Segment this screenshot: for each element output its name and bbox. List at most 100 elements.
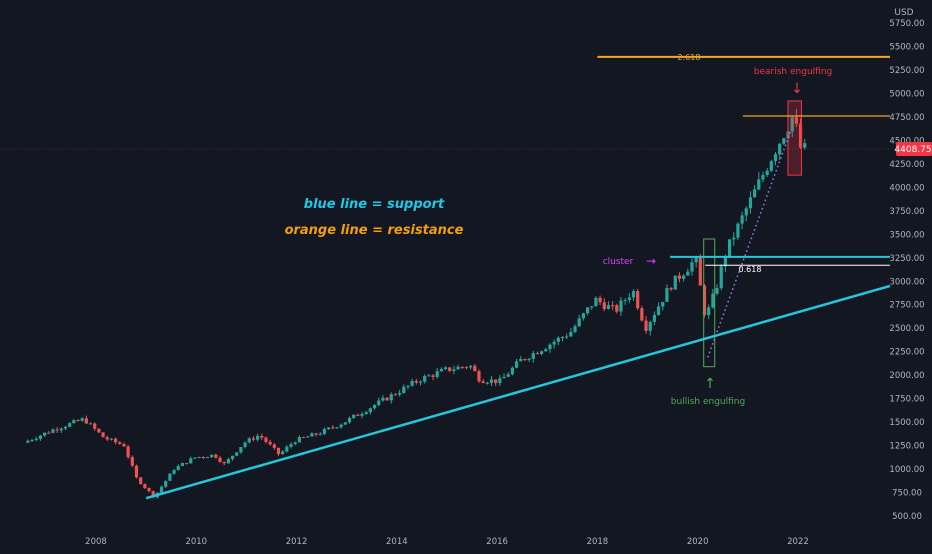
- bullish-engulfing-label: bullish engulfing: [671, 397, 745, 407]
- candle-body: [494, 379, 498, 384]
- candle-body: [702, 285, 707, 316]
- candle-body: [410, 380, 414, 386]
- cluster-arrow-icon: →: [646, 254, 656, 268]
- candle-body: [105, 437, 109, 440]
- candle-body: [143, 484, 147, 488]
- candle-body: [765, 170, 769, 176]
- bearish-engulfing-box[interactable]: [787, 100, 802, 176]
- candle-body: [214, 454, 218, 458]
- candle-body: [88, 423, 93, 425]
- candle-body: [611, 305, 615, 307]
- candle-body: [707, 307, 711, 316]
- candle-body: [473, 365, 477, 372]
- candle-body: [418, 381, 423, 383]
- fib-2618-label: 2.618: [678, 53, 701, 62]
- bearish-arrow-icon: ↓: [791, 81, 803, 97]
- support-trendline[interactable]: [145, 284, 891, 500]
- candle-body: [134, 465, 139, 478]
- candle-body: [719, 266, 723, 289]
- candle-body: [63, 426, 68, 429]
- x-axis: 2008 2010 2012 2014 2016 2018 2020 2022: [85, 537, 809, 547]
- candle-body: [193, 457, 197, 459]
- candle-body: [744, 208, 748, 216]
- candle-body: [251, 438, 256, 440]
- candle-body: [556, 337, 560, 342]
- candle-body: [477, 371, 481, 382]
- candle-body: [297, 437, 301, 443]
- candle-body: [686, 271, 690, 276]
- candle-body: [377, 400, 381, 406]
- candle-body: [544, 349, 548, 352]
- y-tick-label: 500.00: [892, 512, 922, 522]
- bullish-engulfing-box[interactable]: [703, 238, 716, 368]
- candle-body: [172, 470, 176, 474]
- candle-body: [327, 427, 331, 430]
- candle-body: [439, 369, 443, 372]
- candle-body: [301, 437, 306, 439]
- candle-body: [489, 379, 494, 383]
- y-tick-label: 5000.00: [889, 89, 924, 99]
- candle-body: [469, 365, 473, 368]
- candle-body: [164, 480, 168, 487]
- candle-body: [247, 438, 251, 443]
- candle-body: [682, 275, 686, 279]
- y-tick-label: 1000.00: [889, 465, 924, 475]
- cluster-label: cluster: [603, 257, 634, 267]
- candle-body: [652, 314, 656, 322]
- y-axis: USD 500.00 750.00 1000.00 1250.00 1500.00 175…: [889, 8, 924, 522]
- candle-body: [540, 351, 544, 354]
- y-tick-label: 4250.00: [889, 160, 924, 170]
- candle-body: [602, 302, 606, 309]
- candle-body: [498, 378, 502, 384]
- candle-body: [139, 477, 143, 485]
- candle-body: [285, 446, 289, 452]
- candle-body: [364, 412, 368, 415]
- candle-body: [235, 452, 239, 456]
- candle-body: [55, 429, 59, 431]
- candle-body: [782, 138, 786, 144]
- last-price-badge: 4408.75: [894, 141, 932, 156]
- candle-body: [97, 428, 101, 433]
- candle-body: [406, 385, 410, 387]
- candle-body: [268, 441, 272, 445]
- candle-body: [118, 442, 122, 444]
- candle-body: [723, 256, 727, 267]
- candle-body: [264, 437, 268, 442]
- candle-body: [606, 305, 611, 309]
- candle-body: [38, 435, 43, 439]
- y-tick-label: 3000.00: [889, 277, 924, 287]
- candle-body: [502, 376, 506, 379]
- candle-body: [30, 440, 34, 442]
- candle-body: [293, 442, 297, 445]
- candle-body: [151, 491, 155, 498]
- annotation-labels: blue line = support orange line = resist…: [285, 53, 833, 407]
- x-tick-label: 2014: [386, 537, 408, 547]
- candle-body: [460, 366, 464, 368]
- candle-body: [427, 375, 431, 377]
- candle-body: [310, 433, 314, 437]
- y-tick-label: 1500.00: [889, 418, 924, 428]
- candle-body: [514, 361, 519, 368]
- x-tick-label: 2012: [286, 537, 308, 547]
- candle-body: [423, 376, 427, 382]
- candle-body: [677, 275, 682, 279]
- bearish-engulfing-label: bearish engulfing: [754, 67, 832, 77]
- candle-body: [289, 444, 293, 447]
- candle-body: [26, 440, 30, 443]
- candle-body: [101, 432, 105, 438]
- candle-body: [272, 444, 276, 448]
- candle-body: [414, 380, 418, 383]
- candle-body: [656, 306, 661, 315]
- candle-body: [122, 443, 126, 447]
- y-tick-label: 3750.00: [889, 207, 924, 217]
- candle-body: [627, 297, 631, 301]
- y-tick-label: 2750.00: [889, 301, 924, 311]
- candle-body: [448, 367, 452, 371]
- candle-body: [569, 332, 573, 337]
- candle-body: [218, 457, 222, 462]
- candle-body: [519, 359, 523, 362]
- fib-0618-label: 0.618: [739, 265, 762, 274]
- x-tick-label: 2010: [185, 537, 207, 547]
